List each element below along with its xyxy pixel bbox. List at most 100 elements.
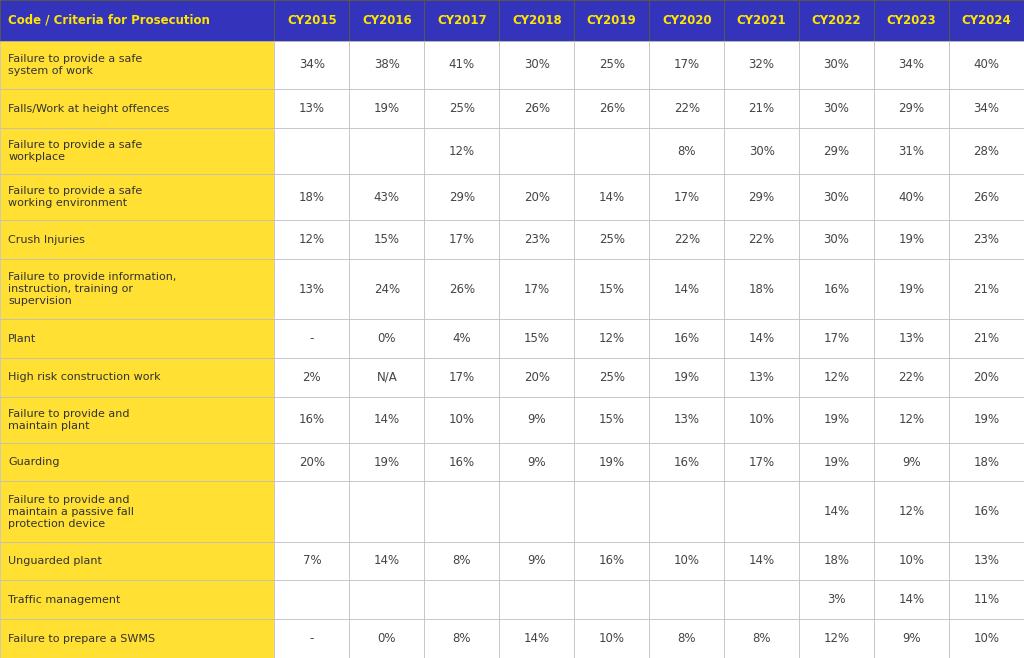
Text: 25%: 25% — [599, 371, 625, 384]
Text: 13%: 13% — [974, 555, 999, 567]
Text: 19%: 19% — [823, 455, 850, 468]
Bar — [799, 41, 874, 89]
Text: 4%: 4% — [453, 332, 471, 345]
Bar — [874, 482, 949, 542]
Text: 13%: 13% — [299, 282, 325, 295]
Bar — [500, 319, 574, 358]
Text: 34%: 34% — [974, 102, 999, 115]
Bar — [424, 259, 500, 319]
Bar — [0, 358, 274, 397]
Text: 18%: 18% — [299, 191, 325, 204]
Text: 15%: 15% — [524, 332, 550, 345]
Bar — [649, 128, 724, 174]
Bar — [274, 443, 349, 482]
Bar — [874, 220, 949, 259]
Text: 22%: 22% — [674, 102, 699, 115]
Bar — [724, 358, 799, 397]
Text: 8%: 8% — [678, 145, 696, 158]
Text: -: - — [309, 632, 314, 645]
Text: 25%: 25% — [599, 59, 625, 72]
Text: 13%: 13% — [299, 102, 325, 115]
Bar — [500, 580, 574, 619]
Text: 9%: 9% — [902, 632, 921, 645]
Text: 34%: 34% — [299, 59, 325, 72]
Text: 21%: 21% — [749, 102, 775, 115]
Bar — [949, 41, 1024, 89]
Text: 17%: 17% — [823, 332, 850, 345]
Bar — [0, 174, 274, 220]
Bar — [874, 397, 949, 443]
Bar — [649, 0, 724, 41]
Bar — [424, 358, 500, 397]
Bar — [949, 259, 1024, 319]
Bar — [500, 174, 574, 220]
Text: 29%: 29% — [449, 191, 475, 204]
Text: 18%: 18% — [823, 555, 850, 567]
Bar — [274, 319, 349, 358]
Text: Plant: Plant — [8, 334, 37, 343]
Bar — [0, 319, 274, 358]
Bar — [799, 128, 874, 174]
Bar — [274, 89, 349, 128]
Text: 12%: 12% — [299, 233, 325, 246]
Bar — [874, 174, 949, 220]
Bar — [424, 482, 500, 542]
Bar — [274, 0, 349, 41]
Bar — [424, 41, 500, 89]
Bar — [0, 397, 274, 443]
Bar — [724, 542, 799, 580]
Text: 26%: 26% — [449, 282, 475, 295]
Text: Code / Criteria for Prosecution: Code / Criteria for Prosecution — [8, 14, 210, 27]
Bar — [574, 41, 649, 89]
Text: CY2023: CY2023 — [887, 14, 936, 27]
Text: 12%: 12% — [449, 145, 475, 158]
Bar — [349, 89, 424, 128]
Text: 15%: 15% — [374, 233, 399, 246]
Text: 19%: 19% — [374, 102, 400, 115]
Text: 22%: 22% — [749, 233, 775, 246]
Bar — [949, 619, 1024, 658]
Text: 2%: 2% — [303, 371, 322, 384]
Bar — [0, 619, 274, 658]
Bar — [424, 580, 500, 619]
Bar — [949, 174, 1024, 220]
Bar — [649, 619, 724, 658]
Bar — [0, 443, 274, 482]
Text: 30%: 30% — [823, 191, 850, 204]
Text: 17%: 17% — [449, 233, 475, 246]
Text: 9%: 9% — [527, 555, 546, 567]
Text: 0%: 0% — [378, 632, 396, 645]
Text: Traffic management: Traffic management — [8, 595, 121, 605]
Text: 16%: 16% — [449, 455, 475, 468]
Text: Failure to provide and
maintain plant: Failure to provide and maintain plant — [8, 409, 130, 431]
Text: 18%: 18% — [974, 455, 999, 468]
Bar — [874, 259, 949, 319]
Bar — [724, 397, 799, 443]
Bar — [349, 220, 424, 259]
Text: 19%: 19% — [599, 455, 625, 468]
Bar — [649, 542, 724, 580]
Bar — [0, 482, 274, 542]
Bar — [0, 542, 274, 580]
Bar — [500, 128, 574, 174]
Bar — [574, 89, 649, 128]
Bar — [949, 580, 1024, 619]
Bar — [724, 41, 799, 89]
Bar — [349, 259, 424, 319]
Bar — [949, 0, 1024, 41]
Text: 30%: 30% — [823, 102, 850, 115]
Bar — [349, 542, 424, 580]
Text: 26%: 26% — [523, 102, 550, 115]
Text: 10%: 10% — [449, 413, 475, 426]
Text: 0%: 0% — [378, 332, 396, 345]
Text: High risk construction work: High risk construction work — [8, 372, 161, 382]
Text: Guarding: Guarding — [8, 457, 59, 467]
Bar — [349, 443, 424, 482]
Text: 8%: 8% — [678, 632, 696, 645]
Bar — [724, 482, 799, 542]
Bar — [349, 128, 424, 174]
Text: 16%: 16% — [674, 332, 699, 345]
Text: 30%: 30% — [823, 59, 850, 72]
Bar — [349, 580, 424, 619]
Bar — [574, 128, 649, 174]
